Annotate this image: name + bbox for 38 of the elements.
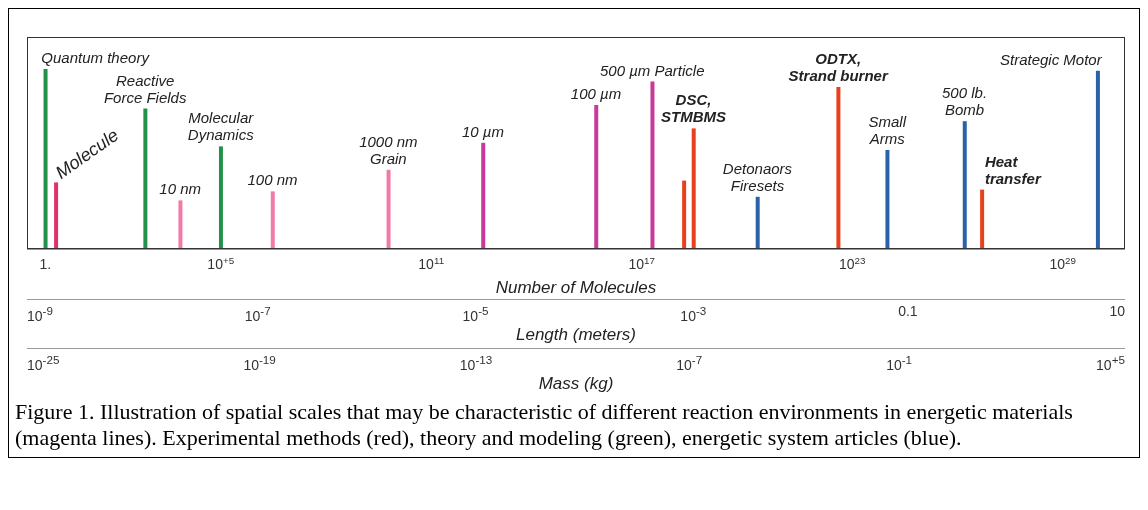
text: 10$^{+5}$	[1096, 352, 1125, 374]
annotation: Strategic Motor	[999, 50, 1103, 68]
text: Length (meters)	[515, 324, 637, 345]
text: 10$^{-19}$	[243, 352, 276, 374]
annotation: 10 µm	[462, 122, 505, 140]
annotation: 10 nm	[159, 180, 202, 198]
annotation: Detonaors Firesets	[722, 159, 793, 194]
annotation: 1000 nm Grain	[359, 132, 418, 167]
x-tick-label: 10$^{+5}$	[207, 254, 235, 272]
text: Mass (kg)	[537, 373, 615, 394]
text: 10$^{-13}$	[459, 352, 493, 374]
x-tick-label: 10$^{23}$	[838, 254, 866, 272]
x-tick-label: 10$^{17}$	[628, 254, 655, 272]
text: 10	[1109, 302, 1125, 321]
x-axis-title: Number of Molecules	[495, 278, 657, 297]
annotation: ODTX, Strand burner	[788, 50, 889, 84]
annotation: 100 nm	[247, 171, 298, 189]
annotation: Small Arms	[868, 113, 907, 147]
x-tick-label: 10$^{29}$	[1049, 254, 1076, 272]
caption: Figure 1. Illustration of spatial scales that may be characteristic of different reaction environments in energetic materials (magenta lines). Experimental methods (red), theory and modeling (green), energetic system articles (blue).	[14, 398, 1074, 452]
text: 10$^{-7}$	[676, 352, 703, 374]
annotation: DSC, STMBMS	[661, 91, 726, 126]
annotation: 500 µm Particle	[599, 61, 705, 79]
annotation: 100 µm	[570, 85, 622, 102]
annotation: 500 lb. Bomb	[942, 84, 988, 119]
annotation: Reactive Force Fields	[103, 71, 187, 106]
text: 10$^{-7}$	[244, 303, 271, 325]
text: 10$^{-9}$	[27, 303, 53, 325]
x-tick-label: 10$^{11}$	[418, 254, 445, 272]
x-tick-label: 1.	[39, 256, 52, 272]
annotation: Quantum theory	[41, 49, 151, 66]
annotation: Heat transfer	[984, 152, 1042, 187]
text: 10$^{-1}$	[886, 352, 913, 374]
text: 10$^{-3}$	[680, 303, 707, 325]
text: 10$^{-5}$	[462, 303, 489, 325]
text: 0.1	[898, 302, 918, 321]
annotation: Molecular Dynamics	[187, 109, 255, 144]
text: 10$^{-25}$	[27, 352, 60, 374]
